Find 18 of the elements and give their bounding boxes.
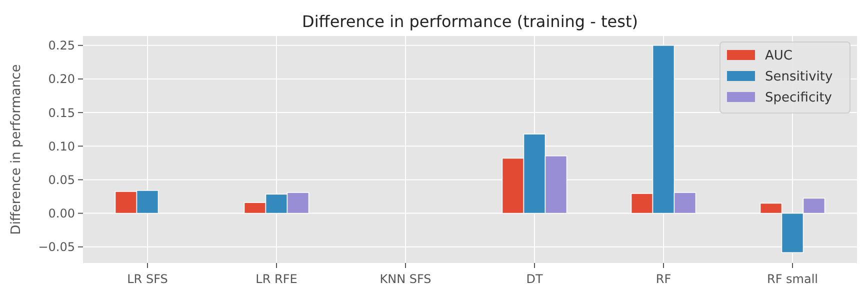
y-axis-title: Difference in performance <box>9 64 24 235</box>
y-tick-label: 0.20 <box>48 72 75 86</box>
x-tick-label: LR RFE <box>256 272 298 286</box>
y-tick-label: 0.10 <box>48 139 75 154</box>
legend-label: Specificity <box>765 90 832 106</box>
y-tick-label: 0.05 <box>48 172 75 187</box>
x-tick-label: RF small <box>766 272 818 286</box>
chart-title: Difference in performance (training - test) <box>302 12 638 31</box>
x-tick-label: KNN SFS <box>380 272 432 286</box>
x-tick-label: DT <box>526 272 544 286</box>
legend-label: Sensitivity <box>765 70 833 85</box>
x-tick-label: RF <box>656 272 672 286</box>
y-tick-label: 0.00 <box>48 206 75 220</box>
y-tick-label: −0.05 <box>38 240 75 254</box>
y-tick-label: 0.15 <box>48 106 75 120</box>
legend-label: AUC <box>765 48 792 64</box>
x-tick-label: LR SFS <box>127 272 168 286</box>
y-tick-label: 0.25 <box>48 38 75 53</box>
